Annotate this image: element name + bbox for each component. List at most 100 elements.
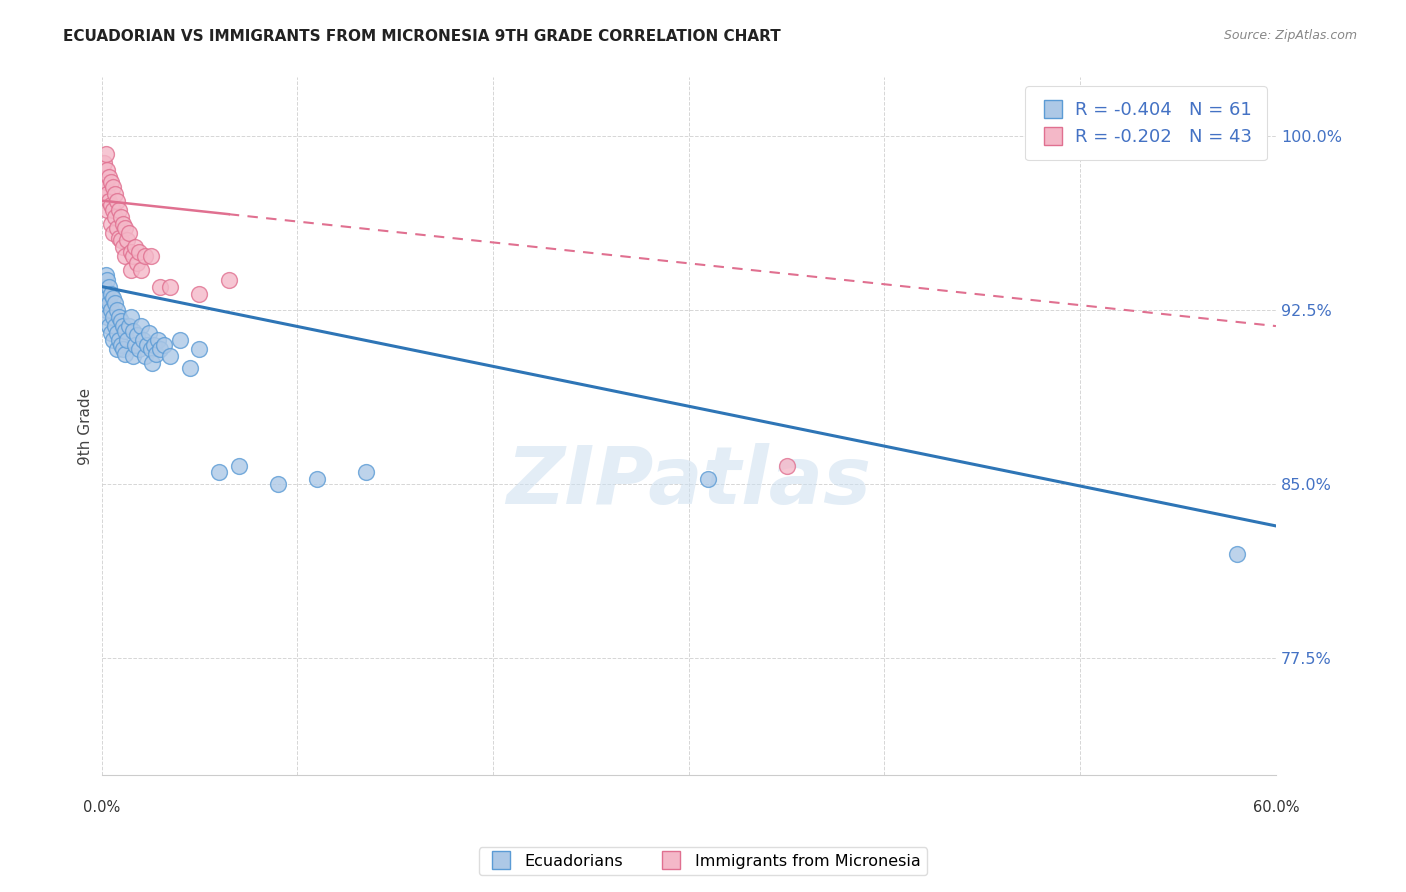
Point: [112, 217, 135, 231]
Text: 60.0%: 60.0%: [1253, 799, 1299, 814]
Point: [100, 286, 122, 301]
Point: [108, 202, 131, 217]
Point: [93, 279, 115, 293]
Point: [93, 296, 115, 310]
Point: [131, 333, 153, 347]
Point: [122, 349, 145, 363]
Point: [141, 356, 163, 370]
Text: 0.0%: 0.0%: [83, 799, 121, 814]
Point: [169, 333, 191, 347]
Point: [112, 319, 135, 334]
Point: [114, 249, 136, 263]
Point: [120, 263, 142, 277]
Point: [110, 233, 132, 247]
Point: [98, 170, 121, 185]
Point: [108, 231, 131, 245]
Point: [104, 210, 127, 224]
Point: [112, 343, 135, 357]
Point: [105, 343, 128, 357]
Point: [103, 291, 125, 305]
Point: [149, 279, 172, 293]
Point: [128, 244, 150, 259]
Point: [124, 337, 146, 351]
Point: [122, 324, 145, 338]
Point: [110, 314, 132, 328]
Point: [697, 472, 720, 486]
Point: [134, 249, 156, 263]
Point: [115, 333, 138, 347]
Point: [775, 458, 797, 473]
Point: [104, 319, 127, 334]
Point: [96, 186, 118, 201]
Point: [208, 466, 231, 480]
Point: [267, 477, 290, 491]
Point: [115, 233, 138, 247]
Point: [145, 347, 167, 361]
Point: [103, 179, 125, 194]
Point: [103, 333, 125, 347]
Point: [94, 302, 117, 317]
Point: [93, 179, 115, 194]
Point: [96, 291, 118, 305]
Point: [100, 326, 122, 340]
Point: [118, 226, 141, 240]
Point: [135, 337, 157, 351]
Point: [122, 249, 145, 263]
Point: [148, 333, 170, 347]
Point: [139, 249, 162, 263]
Point: [125, 328, 148, 343]
Point: [120, 244, 142, 259]
Point: [114, 324, 136, 338]
Point: [96, 310, 118, 324]
Point: [108, 310, 131, 324]
Point: [228, 458, 250, 473]
Point: [112, 240, 135, 254]
Point: [98, 194, 121, 208]
Point: [159, 349, 181, 363]
Point: [103, 202, 125, 217]
Point: [103, 226, 125, 240]
Point: [104, 186, 127, 201]
Point: [188, 286, 211, 301]
Point: [96, 202, 118, 217]
Point: [139, 343, 162, 357]
Y-axis label: 9th Grade: 9th Grade: [79, 387, 93, 465]
Point: [100, 198, 122, 212]
Point: [118, 319, 141, 334]
Point: [96, 272, 118, 286]
Point: [114, 347, 136, 361]
Point: [105, 326, 128, 340]
Point: [179, 360, 201, 375]
Point: [153, 337, 176, 351]
Point: [103, 310, 125, 324]
Point: [134, 349, 156, 363]
Point: [114, 221, 136, 235]
Point: [110, 210, 132, 224]
Point: [305, 472, 328, 486]
Point: [105, 194, 128, 208]
Text: ZIPatlas: ZIPatlas: [506, 442, 872, 521]
Point: [105, 302, 128, 317]
Point: [105, 221, 128, 235]
Point: [218, 272, 240, 286]
Point: [104, 296, 127, 310]
Point: [159, 279, 181, 293]
Point: [108, 333, 131, 347]
Point: [94, 147, 117, 161]
Point: [354, 466, 377, 480]
Point: [96, 163, 118, 178]
Point: [98, 319, 121, 334]
Text: ECUADORIAN VS IMMIGRANTS FROM MICRONESIA 9TH GRADE CORRELATION CHART: ECUADORIAN VS IMMIGRANTS FROM MICRONESIA…: [63, 29, 780, 44]
Legend: Ecuadorians, Immigrants from Micronesia: Ecuadorians, Immigrants from Micronesia: [478, 847, 928, 875]
Point: [93, 156, 115, 170]
Point: [120, 310, 142, 324]
Point: [129, 319, 152, 334]
Point: [100, 217, 122, 231]
Point: [98, 279, 121, 293]
Point: [149, 343, 172, 357]
Point: [138, 326, 160, 340]
Legend: R = -0.404   N = 61, R = -0.202   N = 43: R = -0.404 N = 61, R = -0.202 N = 43: [1025, 87, 1267, 161]
Point: [129, 263, 152, 277]
Point: [125, 256, 148, 270]
Point: [94, 286, 117, 301]
